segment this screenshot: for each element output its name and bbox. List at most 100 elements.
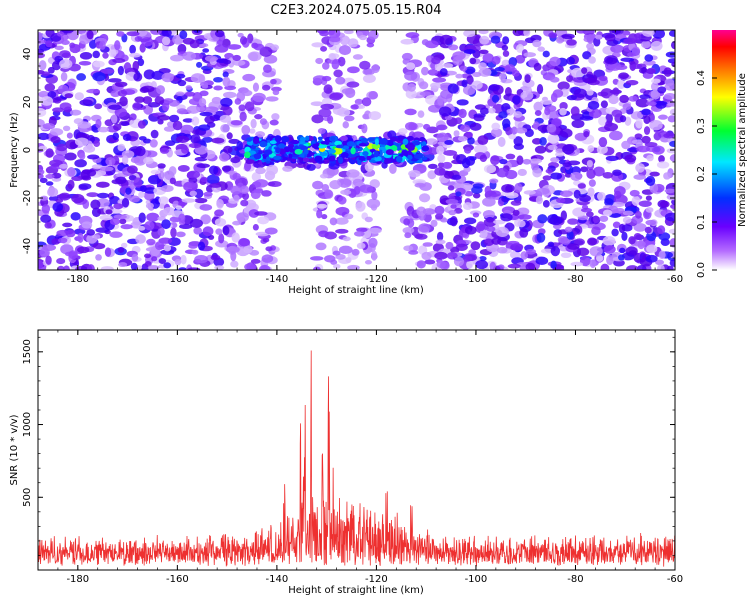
heatmap-cell — [142, 96, 153, 105]
heatmap-cell — [448, 44, 459, 51]
heatmap-cell — [169, 216, 182, 223]
heatmap-cell — [463, 30, 476, 38]
heatmap-cell — [220, 124, 230, 133]
x-tick-label: -100 — [465, 574, 488, 585]
heatmap-cell — [489, 178, 499, 184]
heatmap-cell — [586, 168, 596, 180]
heatmap-cell — [577, 183, 586, 189]
heatmap-cell — [114, 81, 128, 88]
y-tick-label: 20 — [22, 96, 33, 109]
heatmap-cell — [666, 148, 675, 154]
colorbar-tick-label: 0.3 — [696, 118, 707, 134]
heatmap-cell — [252, 92, 266, 103]
heatmap-cell — [160, 184, 174, 193]
heatmap-cell — [407, 144, 415, 151]
heatmap-cell — [596, 145, 608, 155]
heatmap-cell — [99, 166, 114, 172]
heatmap-cell — [592, 215, 600, 223]
heatmap-cell — [258, 264, 271, 270]
heatmap-cell — [566, 56, 575, 65]
heatmap-cell — [120, 224, 133, 230]
heatmap-cell — [464, 225, 477, 235]
heatmap-cell — [625, 79, 639, 86]
snr-y-ticks: 500 1000 1500 — [22, 336, 675, 571]
heatmap-cell — [512, 30, 524, 37]
heatmap-cell — [663, 67, 672, 77]
heatmap-cell — [371, 64, 380, 74]
heatmap-cell — [133, 72, 143, 82]
heatmap-cell — [581, 67, 588, 75]
heatmap-cell — [655, 259, 665, 266]
heatmap-cells — [38, 30, 675, 270]
heatmap-cell — [586, 159, 593, 168]
heatmap-cell — [663, 92, 675, 100]
heatmap-x-axis-label: Height of straight line (km) — [288, 285, 424, 296]
heatmap-cell — [630, 63, 643, 70]
heatmap-cell — [536, 187, 550, 195]
heatmap-cell — [337, 196, 347, 205]
heatmap-cell — [68, 250, 78, 260]
heatmap-cell — [73, 228, 86, 235]
heatmap-cell — [324, 255, 336, 263]
heatmap-cell — [356, 104, 366, 110]
heatmap-cell — [143, 157, 154, 165]
heatmap-cell — [92, 50, 101, 59]
heatmap-cell — [552, 89, 564, 98]
heatmap-cell — [347, 38, 359, 48]
heatmap-cell — [587, 100, 600, 110]
heatmap-cell — [364, 216, 373, 223]
heatmap-cell — [218, 233, 225, 244]
heatmap-cell — [179, 223, 193, 230]
heatmap-cell — [39, 177, 48, 184]
heatmap-cell — [549, 76, 560, 83]
heatmap-cell — [317, 136, 323, 141]
heatmap-cell — [515, 127, 528, 134]
heatmap-cell — [622, 103, 632, 111]
heatmap-cell — [161, 219, 171, 230]
heatmap-cell — [358, 34, 368, 41]
heatmap-cell — [479, 154, 488, 163]
heatmap-cell — [74, 137, 89, 147]
heatmap-cell — [250, 118, 257, 129]
heatmap-cell — [110, 114, 118, 124]
heatmap-cell — [453, 256, 465, 267]
heatmap-cell — [405, 89, 417, 99]
heatmap-cell — [146, 212, 160, 222]
heatmap-cell — [570, 261, 583, 267]
heatmap-cell — [96, 169, 107, 176]
heatmap-cell — [400, 38, 414, 45]
heatmap-cell — [631, 139, 645, 145]
heatmap-cell — [214, 265, 225, 270]
heatmap-cell — [617, 254, 625, 261]
heatmap-cell — [605, 120, 613, 127]
heatmap-cell — [312, 180, 324, 190]
heatmap-cell — [242, 73, 256, 82]
heatmap-cell — [182, 118, 194, 123]
heatmap-cell — [587, 237, 598, 246]
heatmap-cell — [455, 243, 468, 251]
heatmap-cell — [180, 254, 187, 265]
heatmap-cell — [665, 51, 675, 58]
heatmap-cell — [56, 31, 65, 37]
heatmap-cell — [473, 114, 485, 122]
heatmap-cell — [163, 244, 172, 252]
heatmap-cell — [78, 183, 92, 190]
heatmap-cell — [62, 125, 71, 132]
heatmap-cell — [635, 98, 650, 108]
heatmap-cell — [418, 223, 431, 233]
heatmap-cell — [459, 65, 468, 72]
heatmap-cell — [95, 227, 110, 233]
heatmap-cell — [436, 132, 449, 143]
heatmap-cell — [421, 66, 429, 76]
heatmap-cell — [47, 66, 55, 74]
heatmap-cell — [600, 100, 608, 109]
heatmap-cell — [338, 44, 352, 56]
heatmap-cell — [497, 246, 508, 254]
heatmap-cell — [445, 241, 454, 250]
heatmap-cell — [368, 91, 379, 100]
heatmap-cell — [193, 226, 202, 235]
heatmap-cell — [586, 33, 595, 44]
heatmap-cell — [328, 30, 341, 39]
heatmap-cell — [502, 50, 510, 57]
heatmap-cell — [478, 30, 489, 35]
